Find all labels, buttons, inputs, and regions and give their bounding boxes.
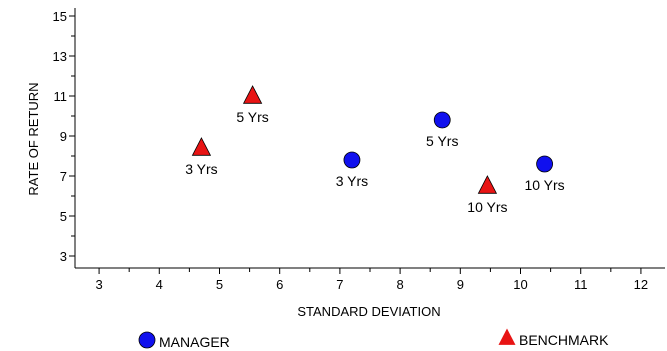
x-tick-label: 11 (574, 277, 588, 292)
y-axis-title: RATE OF RETURN (26, 82, 41, 195)
manager-point-label: 3 Yrs (336, 173, 368, 189)
x-tick-label: 5 (216, 277, 223, 292)
x-axis-title: STANDARD DEVIATION (297, 304, 440, 319)
legend-manager-label: MANAGER (159, 334, 230, 350)
y-tick-label: 11 (54, 89, 68, 104)
manager-point (433, 111, 451, 129)
manager-point-label: 5 Yrs (426, 133, 458, 149)
benchmark-point (477, 175, 498, 194)
legend-manager-marker (138, 331, 156, 349)
y-tick-label: 15 (53, 9, 67, 24)
y-tick-label: 3 (60, 249, 67, 264)
x-tick-label: 8 (396, 277, 403, 292)
legend: MANAGER BENCHMARK (138, 328, 609, 350)
benchmark-point (191, 137, 212, 156)
legend-benchmark-label: BENCHMARK (519, 332, 609, 348)
manager-point (536, 155, 553, 173)
x-tick-label: 12 (634, 277, 648, 292)
x-tick-label: 6 (276, 277, 283, 292)
manager-point-label: 10 Yrs (524, 177, 564, 193)
y-tick-label: 9 (60, 129, 67, 144)
x-tick-label: 4 (156, 277, 163, 292)
plot-area: 3 4 5 6 7 8 9 10 11 12 3 5 7 9 11 13 15 3 Yrs 5 Yrs 10 Yrs 3… (53, 8, 665, 292)
benchmark-point (242, 85, 263, 104)
x-tick-label: 7 (336, 277, 343, 292)
x-tick-label: 3 (95, 277, 102, 292)
y-tick-label: 5 (60, 209, 67, 224)
legend-benchmark-marker (498, 328, 516, 345)
benchmark-point-label: 5 Yrs (236, 109, 268, 125)
y-tick-label: 7 (60, 169, 67, 184)
benchmark-point-label: 10 Yrs (467, 199, 507, 215)
x-tick-label: 10 (513, 277, 527, 292)
benchmark-point-label: 3 Yrs (185, 161, 217, 177)
x-tick-label: 9 (457, 277, 464, 292)
manager-point (343, 151, 361, 169)
y-tick-label: 13 (53, 49, 67, 64)
